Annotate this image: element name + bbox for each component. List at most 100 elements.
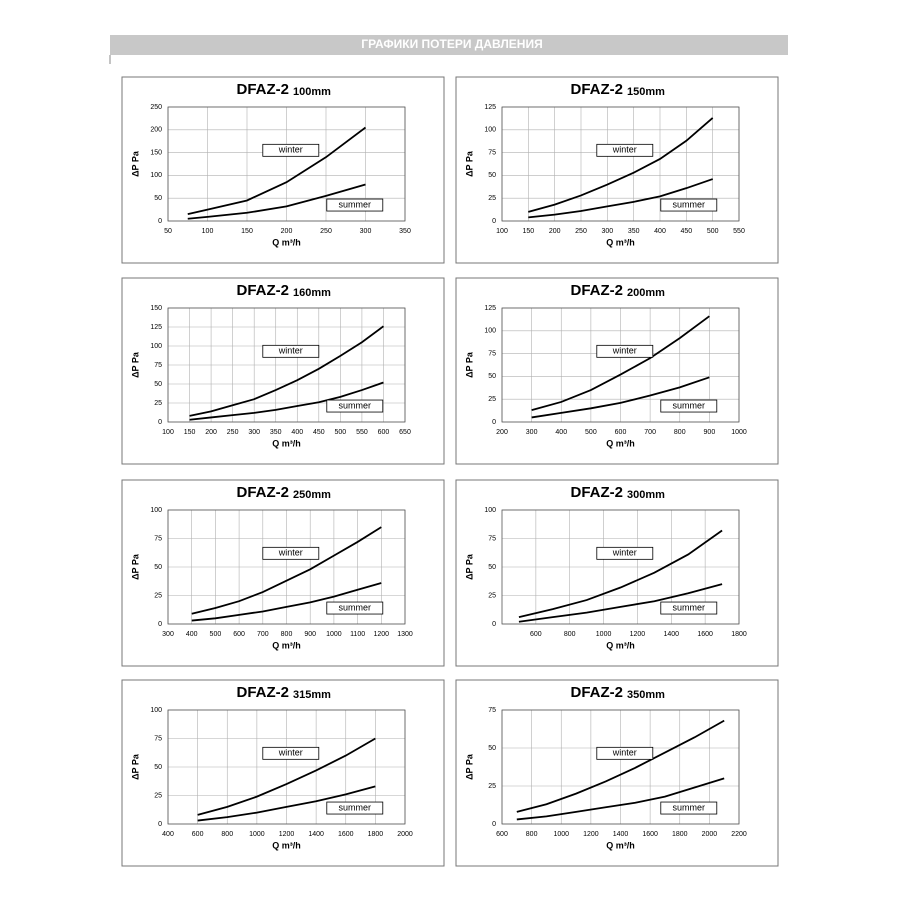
- x-tick-label: 250: [320, 228, 332, 235]
- x-tick-label: 200: [281, 228, 293, 235]
- legend-label: summer: [339, 602, 372, 612]
- x-tick-label: 350: [270, 429, 282, 436]
- x-tick-label: 2200: [731, 831, 747, 838]
- x-tick-label: 600: [496, 831, 508, 838]
- series-line: [531, 376, 710, 419]
- legend-label: summer: [673, 400, 706, 410]
- x-tick-label: 1000: [596, 631, 612, 638]
- chart-subtitle: 300mm: [627, 489, 665, 501]
- x-tick-label: 1200: [279, 831, 295, 838]
- x-tick-label: 1000: [326, 631, 342, 638]
- x-axis-label: Q m³/h: [272, 438, 301, 448]
- legend-box: [326, 399, 384, 413]
- x-tick-label: 2000: [702, 831, 718, 838]
- x-tick-label: 1600: [697, 631, 713, 638]
- plot-frame: [167, 106, 406, 222]
- chart-title: DFAZ-2: [237, 282, 290, 299]
- legend-box: [596, 746, 654, 760]
- legend-label: summer: [673, 199, 706, 209]
- series-line: [516, 777, 725, 821]
- x-tick-label: 1800: [672, 831, 688, 838]
- x-tick-label: 600: [530, 631, 542, 638]
- y-tick-label: 25: [488, 195, 496, 202]
- y-tick-label: 50: [488, 745, 496, 752]
- y-axis-label: ΔP Pa: [130, 351, 140, 378]
- x-tick-label: 200: [549, 228, 561, 235]
- x-tick-label: 800: [526, 831, 538, 838]
- x-tick-label: 550: [733, 228, 745, 235]
- legend-box: [660, 399, 718, 413]
- chart-subtitle: 200mm: [627, 287, 665, 299]
- y-tick-label: 150: [150, 149, 162, 156]
- y-tick-label: 50: [154, 764, 162, 771]
- x-tick-label: 250: [227, 429, 239, 436]
- chart-title: DFAZ-2: [571, 484, 624, 501]
- x-tick-label: 400: [162, 831, 174, 838]
- x-tick-label: 1200: [374, 631, 390, 638]
- plot-frame: [167, 709, 406, 825]
- legend-label: winter: [612, 145, 637, 155]
- chart-subtitle: 250mm: [293, 489, 331, 501]
- x-tick-label: 400: [186, 631, 198, 638]
- legend-label: winter: [278, 346, 303, 356]
- x-tick-label: 50: [164, 228, 172, 235]
- x-axis-label: Q m³/h: [606, 840, 635, 850]
- x-tick-label: 150: [184, 429, 196, 436]
- x-tick-label: 2000: [397, 831, 413, 838]
- x-tick-label: 100: [162, 429, 174, 436]
- x-tick-label: 350: [399, 228, 411, 235]
- chart-title: DFAZ-2: [237, 81, 290, 98]
- chart-frame: [121, 76, 445, 264]
- legend-box: [660, 801, 718, 815]
- plot-frame: [501, 709, 740, 825]
- y-tick-label: 0: [158, 821, 162, 828]
- chart-title: DFAZ-2: [571, 81, 624, 98]
- chart-frame: [121, 479, 445, 667]
- series-line: [197, 737, 376, 816]
- series-line: [197, 785, 376, 822]
- chart-title: DFAZ-2: [237, 684, 290, 701]
- series-line: [528, 117, 714, 213]
- series-line: [531, 315, 710, 412]
- x-tick-label: 1000: [249, 831, 265, 838]
- x-tick-label: 1400: [663, 631, 679, 638]
- y-tick-label: 25: [488, 396, 496, 403]
- chart-subtitle: 160mm: [293, 287, 331, 299]
- y-tick-label: 50: [154, 564, 162, 571]
- legend-label: summer: [339, 802, 372, 812]
- series-line: [189, 381, 384, 421]
- x-tick-label: 1000: [553, 831, 569, 838]
- legend-box: [326, 601, 384, 615]
- x-tick-label: 100: [496, 228, 508, 235]
- x-tick-label: 500: [210, 631, 222, 638]
- series-line: [187, 126, 367, 216]
- legend-box: [262, 746, 320, 760]
- y-tick-label: 75: [488, 707, 496, 714]
- x-tick-label: 650: [399, 429, 411, 436]
- chart-title: DFAZ-2: [571, 684, 624, 701]
- legend-label: winter: [278, 145, 303, 155]
- x-tick-label: 300: [601, 228, 613, 235]
- y-tick-label: 100: [484, 328, 496, 335]
- y-tick-label: 0: [492, 621, 496, 628]
- x-tick-label: 900: [704, 429, 716, 436]
- y-tick-label: 100: [150, 507, 162, 514]
- legend-label: summer: [339, 199, 372, 209]
- y-tick-label: 100: [150, 172, 162, 179]
- chart-frame: [121, 277, 445, 465]
- x-tick-label: 800: [221, 831, 233, 838]
- x-axis-label: Q m³/h: [272, 640, 301, 650]
- y-tick-label: 0: [158, 621, 162, 628]
- y-tick-label: 100: [484, 507, 496, 514]
- y-tick-label: 0: [492, 821, 496, 828]
- x-tick-label: 1800: [368, 831, 384, 838]
- x-tick-label: 500: [335, 429, 347, 436]
- y-tick-label: 50: [488, 373, 496, 380]
- x-tick-label: 200: [496, 429, 508, 436]
- legend-box: [596, 143, 654, 157]
- x-tick-label: 1000: [731, 429, 747, 436]
- legend-box: [262, 143, 320, 157]
- series-line: [187, 183, 366, 220]
- chart: DFAZ-2 200mm Q m³/h ΔP Pa 0 25 50 75 100 125 200 30…: [455, 277, 779, 465]
- x-tick-label: 600: [378, 429, 390, 436]
